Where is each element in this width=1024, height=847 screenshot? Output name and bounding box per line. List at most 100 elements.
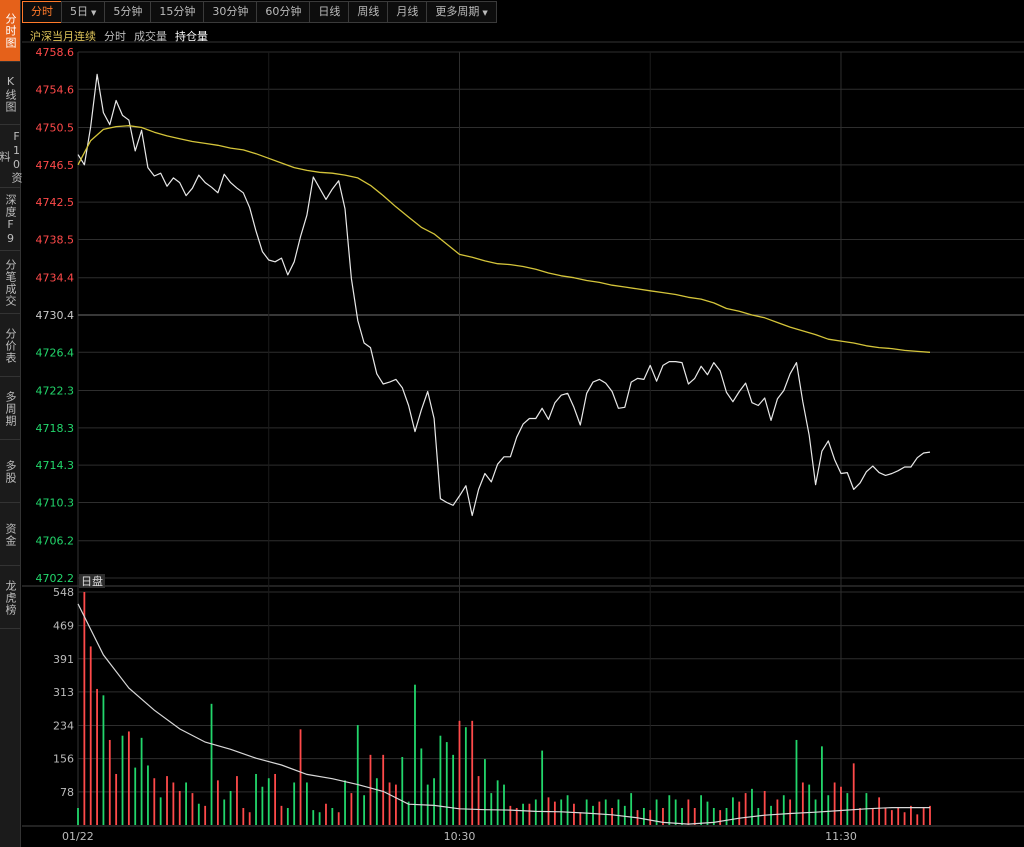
indicator-option-1[interactable]: 成交量: [134, 30, 167, 43]
price-tick-label: 4754.6: [36, 83, 75, 96]
period-tab-4[interactable]: 30分钟: [203, 1, 258, 23]
volume-bar: [910, 805, 912, 825]
volume-bar: [541, 750, 544, 825]
time-tick-label: 01/22: [62, 830, 94, 843]
volume-bar: [763, 790, 766, 825]
volume-bar: [528, 803, 531, 825]
volume-bar: [96, 688, 98, 825]
volume-bar: [668, 795, 671, 825]
period-tab-label: 日线: [318, 5, 341, 18]
volume-bar: [159, 797, 162, 825]
period-tab-1[interactable]: 5日 ▼: [61, 1, 106, 23]
volume-bar: [827, 795, 830, 825]
volume-bar: [725, 807, 728, 825]
volume-bar: [299, 729, 302, 825]
volume-bar: [452, 754, 455, 825]
volume-bar: [344, 780, 346, 825]
period-tab-label: 分时: [31, 5, 53, 18]
sidebar-item-1[interactable]: K线图: [0, 63, 20, 125]
volume-bar: [216, 780, 219, 825]
sidebar-item-label: K线图: [4, 74, 17, 113]
period-tab-3[interactable]: 15分钟: [150, 1, 205, 23]
period-tab-label: 月线: [396, 5, 419, 18]
sidebar-item-2[interactable]: F10资料: [0, 126, 23, 188]
volume-bar: [401, 756, 404, 825]
time-tick-label: 10:30: [444, 830, 476, 843]
volume-bar: [522, 803, 524, 825]
volume-bar: [267, 778, 270, 825]
volume-bar: [846, 793, 849, 825]
period-tab-label: 30分钟: [212, 5, 249, 18]
price-tick-label: 4710.3: [36, 496, 75, 509]
sidebar-item-4[interactable]: 分笔成交: [0, 252, 20, 314]
volume-bar: [134, 767, 137, 825]
indicator-option-0[interactable]: 分时: [104, 30, 126, 43]
volume-bar: [102, 695, 105, 825]
volume-bar: [585, 799, 588, 825]
sidebar-item-8[interactable]: 资金: [0, 504, 20, 566]
volume-bar: [515, 807, 518, 825]
period-tab-5[interactable]: 60分钟: [256, 1, 311, 23]
volume-bar: [166, 776, 168, 825]
sidebar-item-9[interactable]: 龙虎榜: [0, 567, 20, 629]
volume-bar: [172, 782, 175, 825]
volume-bar: [331, 807, 334, 825]
average-price-line: [77, 125, 931, 353]
volume-bar: [534, 799, 537, 825]
volume-bar: [890, 810, 893, 825]
volume-bar: [776, 799, 779, 825]
sidebar-item-0[interactable]: 分时图: [0, 0, 20, 62]
price-tick-label: 4742.5: [36, 196, 75, 209]
volume-bar: [337, 812, 340, 825]
volume-bar: [147, 765, 149, 825]
period-tab-6[interactable]: 日线: [309, 1, 350, 23]
symbol-name: 沪深当月连续: [30, 30, 96, 43]
price-tick-label: 4714.3: [36, 459, 75, 472]
volume-bar: [566, 795, 569, 825]
volume-bar: [852, 763, 855, 825]
volume-bar: [897, 807, 900, 825]
volume-bar: [929, 805, 931, 825]
volume-bar: [738, 801, 741, 825]
volume-bar: [808, 784, 811, 825]
volume-bar: [674, 799, 677, 825]
price-tick-label: 4730.4: [36, 309, 75, 322]
volume-average-line: [77, 603, 930, 825]
period-tab-7[interactable]: 周线: [348, 1, 389, 23]
volume-bar: [89, 646, 92, 825]
volume-bar: [185, 782, 187, 825]
period-tab-8[interactable]: 月线: [387, 1, 428, 23]
sidebar-item-6[interactable]: 多周期: [0, 378, 20, 440]
time-tick-label: 11:30: [825, 830, 857, 843]
volume-tick-label: 469: [53, 620, 74, 633]
volume-bar: [751, 788, 753, 825]
volume-bar: [191, 793, 194, 825]
volume-bar: [604, 799, 607, 825]
sidebar-item-3[interactable]: 深度F9: [0, 189, 20, 251]
volume-bar: [395, 784, 397, 825]
volume-bar: [280, 805, 283, 825]
volume-bar: [255, 773, 257, 825]
volume-bar: [922, 807, 925, 825]
volume-bar: [210, 703, 213, 825]
volume-bar: [706, 801, 709, 825]
volume-bar: [503, 784, 505, 825]
sidebar-item-5[interactable]: 分价表: [0, 315, 20, 377]
period-tab-2[interactable]: 5分钟: [104, 1, 152, 23]
volume-tick-label: 156: [53, 753, 74, 766]
volume-bar: [859, 807, 861, 825]
period-tab-label: 60分钟: [265, 5, 302, 18]
volume-bar: [83, 592, 86, 825]
volume-bar: [477, 776, 480, 825]
period-tab-label: 5分钟: [113, 5, 143, 18]
volume-tick-label: 548: [53, 586, 74, 599]
price-tick-label: 4722.3: [36, 385, 75, 398]
price-tick-label: 4726.4: [36, 346, 75, 359]
volume-bar: [458, 720, 461, 825]
period-tab-9[interactable]: 更多周期 ▼: [426, 1, 497, 23]
volume-bar: [471, 720, 474, 825]
indicator-option-2[interactable]: 持仓量: [175, 30, 208, 43]
volume-bar: [312, 810, 315, 825]
sidebar-item-7[interactable]: 多股: [0, 441, 20, 503]
